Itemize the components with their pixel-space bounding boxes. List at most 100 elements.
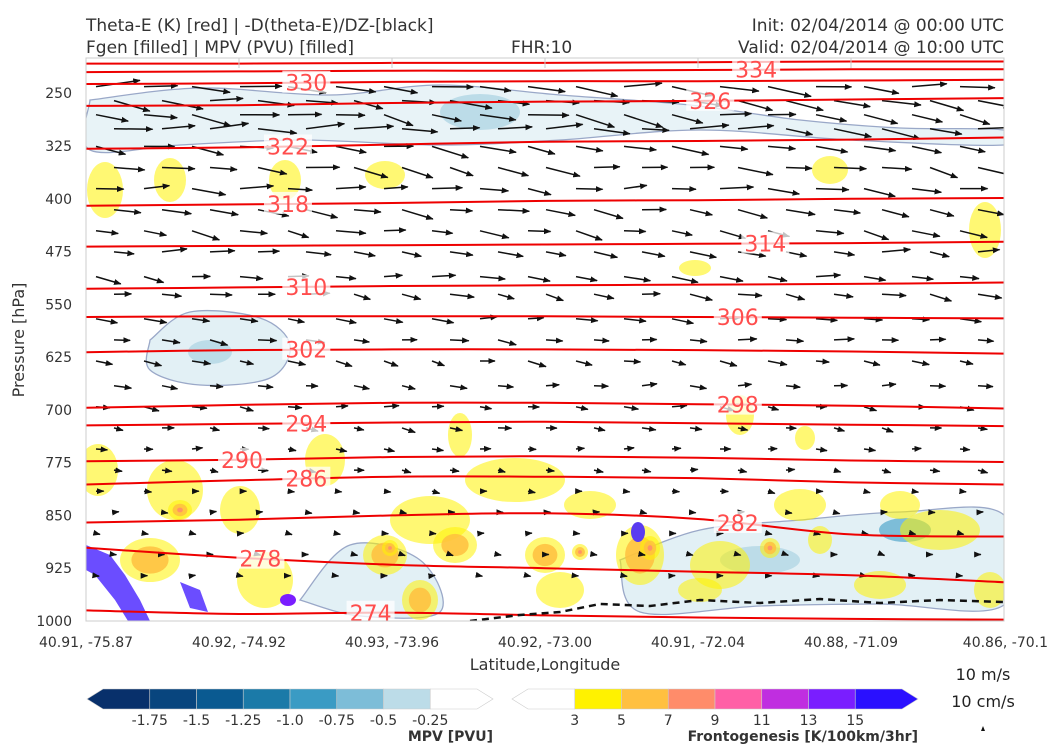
wind-vector <box>143 488 153 495</box>
wind-vector <box>977 468 989 474</box>
wind-vector <box>383 113 414 127</box>
wind-vector <box>239 317 259 324</box>
wind-vector <box>188 573 197 580</box>
wind-vector <box>545 251 567 258</box>
frontogenesis-blob <box>177 507 183 513</box>
wind-vector <box>304 509 313 516</box>
wind-vector <box>497 467 506 474</box>
wind-vector <box>95 185 125 192</box>
wind-vector <box>527 187 552 196</box>
wind-vector <box>689 384 708 391</box>
wind-vector <box>977 337 995 344</box>
frontogenesis-blob <box>812 156 848 184</box>
colorbar-tick-label: 5 <box>617 713 626 729</box>
theta-e-label: 278 <box>239 548 281 573</box>
wind-vector <box>209 248 236 255</box>
wind-vector <box>209 339 229 347</box>
wind-vector <box>641 381 658 388</box>
frontogenesis-blob <box>388 546 392 550</box>
wind-vector <box>623 275 652 283</box>
y-tick-label: 700 <box>45 403 72 419</box>
wind-vector <box>113 425 124 432</box>
wind-vector <box>767 316 788 323</box>
wind-vector <box>641 290 661 297</box>
wind-vector <box>335 318 357 325</box>
frontogenesis-blob <box>408 587 432 613</box>
wind-vector <box>719 145 749 152</box>
wind-vector <box>353 338 371 345</box>
wind-vector <box>141 530 150 536</box>
wind-vector <box>593 337 610 344</box>
wind-vector <box>113 337 131 344</box>
wind-vector <box>671 488 681 495</box>
wind-vector <box>527 315 545 322</box>
frontogenesis-blob <box>679 260 711 276</box>
wind-vector <box>401 384 416 391</box>
wind-vector <box>383 488 392 495</box>
theta-e-label: 286 <box>285 468 327 493</box>
wind-vector <box>719 230 747 240</box>
wind-vector <box>527 228 552 235</box>
wind-vector <box>479 230 510 240</box>
wind-vector <box>780 550 790 557</box>
wind-vector <box>623 80 663 88</box>
colorbar-tick-label: -0.75 <box>319 713 355 729</box>
wind-vector <box>575 113 616 128</box>
y-tick-label: 475 <box>45 245 72 261</box>
wind-vector <box>383 318 404 325</box>
frontogenesis-blob <box>536 572 584 608</box>
wind-vector <box>191 317 211 324</box>
wind-vector <box>497 166 530 177</box>
y-tick-label: 400 <box>45 192 72 208</box>
wind-vector <box>785 208 816 217</box>
wind-vector <box>401 128 439 135</box>
wind-vector <box>785 99 824 112</box>
wind-vector <box>545 337 564 344</box>
wind-vector <box>401 427 416 434</box>
x-tick-label: 40.86, -70.1 <box>963 635 1048 651</box>
y-tick-label: 775 <box>45 456 72 472</box>
wind-vector <box>929 166 959 179</box>
wind-vector <box>401 208 434 220</box>
wind-vector <box>545 293 565 302</box>
wind-vector <box>235 571 244 578</box>
theta-e-contour-298 <box>86 401 1004 410</box>
y-tick-label: 625 <box>45 350 72 366</box>
wind-vector <box>287 404 303 411</box>
wind-vector <box>333 529 342 536</box>
wind-vector <box>929 382 947 389</box>
wind-vector <box>733 550 742 557</box>
wind-vector <box>863 446 877 453</box>
wind-vector <box>431 403 445 410</box>
y-axis-label: Pressure [hPa] <box>9 283 28 398</box>
wind-vector <box>881 165 913 172</box>
theta-e-label: 302 <box>285 339 327 364</box>
theta-e-contour-334 <box>86 68 1004 74</box>
wind-vector <box>305 250 332 257</box>
wind-vector <box>881 381 897 388</box>
wind-vector <box>671 445 682 452</box>
colorbar-segment <box>149 688 197 710</box>
wind-vector <box>641 127 670 133</box>
frontogenesis-blob <box>767 545 773 551</box>
wind-vector <box>523 571 532 578</box>
wind-vector <box>161 165 196 172</box>
wind-vector <box>815 272 842 279</box>
wind-vector <box>353 384 371 391</box>
vector-key-horizontal: 10 m/s <box>956 665 1011 684</box>
wind-vector <box>353 208 382 215</box>
contour-label-bg <box>732 57 781 80</box>
wind-vector <box>143 318 168 325</box>
wind-vector <box>959 230 988 239</box>
wind-vector <box>449 293 475 300</box>
wind-vector <box>95 318 119 325</box>
wind-vector <box>143 113 178 121</box>
wind-vector <box>161 292 183 299</box>
frontogenesis-max <box>180 582 208 612</box>
wind-vector <box>767 145 797 152</box>
colorbar-tick-label: -1.75 <box>132 713 168 729</box>
contour-label-bg <box>263 191 312 214</box>
wind-vector <box>737 381 753 388</box>
contour-label-bg <box>236 546 285 569</box>
